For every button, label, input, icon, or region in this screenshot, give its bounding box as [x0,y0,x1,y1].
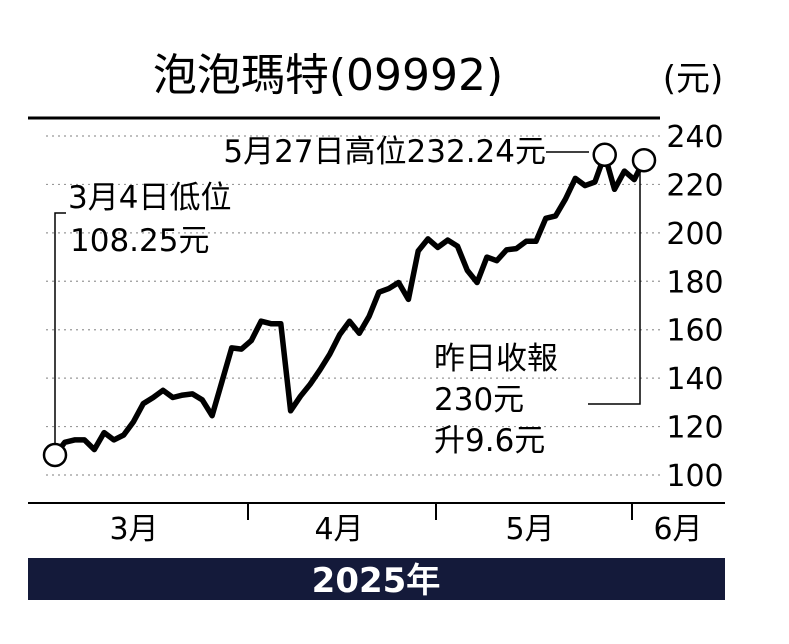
low-annotation-date: 3月4日低位 [68,180,231,216]
markers [42,142,657,468]
x-tick-label-may: 5月 [505,512,554,547]
y-tick-label: 240 [666,120,723,155]
close-annotation-line2: 230元 [434,382,524,418]
x-tick-label-mar: 3月 [109,512,158,547]
unit-label: (元) [663,59,724,99]
y-tick-label: 100 [666,459,723,494]
y-tick-label: 200 [666,217,723,252]
chart-title: 泡泡瑪特(09992) [153,50,503,101]
y-tick-label: 120 [666,411,723,446]
close-annotation-leader [588,172,641,405]
year-bar [28,558,725,600]
price-series-line [52,152,647,458]
low-annotation-value: 108.25元 [70,223,209,259]
y-tick-label: 220 [666,168,723,203]
x-tick-label-jun: 6月 [653,512,702,547]
x-tick-label-apr: 4月 [314,512,363,547]
y-axis-tick-labels: 100 120 140 160 180 200 220 240 [666,120,723,494]
close-annotation-line1: 昨日收報 [434,341,558,377]
y-tick-label: 160 [666,314,723,349]
y-tick-label: 180 [666,265,723,300]
y-tick-label: 140 [666,362,723,397]
low-annotation-leader [54,212,66,452]
close-annotation-line3: 升9.6元 [434,423,545,459]
close-point-marker [631,147,657,173]
year-label: 2025年 [312,561,441,601]
high-annotation: 5月27日高位232.24元 [223,134,546,170]
high-point-marker [592,142,617,168]
low-point-marker [42,442,68,468]
